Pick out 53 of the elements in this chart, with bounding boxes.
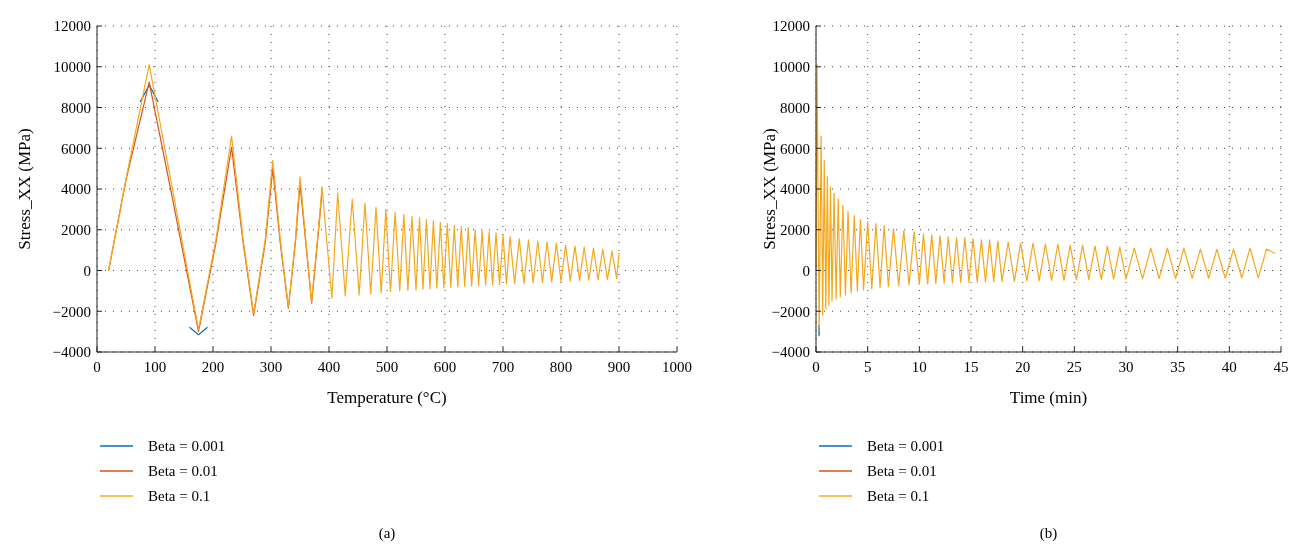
x-tick-label: 200 <box>201 359 225 375</box>
x-tick-label: 100 <box>143 359 167 375</box>
x-tick-label: 30 <box>1118 359 1134 375</box>
x-axis-title: Temperature (°C) <box>327 388 447 407</box>
y-tick-label: 0 <box>83 262 91 279</box>
y-tick-label: −2000 <box>52 303 91 320</box>
x-tick-label: 15 <box>963 359 979 375</box>
legend-label: Beta = 0.01 <box>867 463 937 480</box>
x-tick-label: 20 <box>1015 359 1031 375</box>
legend-label: Beta = 0.01 <box>148 463 218 480</box>
legend-label: Beta = 0.001 <box>148 438 226 455</box>
x-tick-label: 900 <box>607 359 631 375</box>
x-tick-label: 600 <box>433 359 457 375</box>
x-tick-label: 500 <box>375 359 399 375</box>
y-tick-label: −4000 <box>52 344 91 361</box>
x-axis-title: Time (min) <box>1009 388 1088 407</box>
x-tick-label: 35 <box>1170 359 1186 375</box>
y-axis-title: Stress_XX (MPa) <box>760 128 779 250</box>
text: (b) <box>1039 525 1058 542</box>
y-tick-label: 8000 <box>61 99 91 116</box>
x-tick-label: 45 <box>1273 359 1289 375</box>
y-tick-label: −4000 <box>771 344 810 361</box>
x-tick-label: 400 <box>317 359 341 375</box>
y-tick-label: 10000 <box>53 59 91 75</box>
legend-label: Beta = 0.1 <box>867 488 930 505</box>
x-tick-label: 300 <box>259 359 283 375</box>
x-tick-label: 1000 <box>662 359 692 375</box>
y-tick-label: 12000 <box>772 18 810 35</box>
y-axis-title: Stress_XX (MPa) <box>15 128 34 250</box>
y-tick-label: 2000 <box>780 222 810 238</box>
line-series <box>108 64 620 331</box>
x-tick-label: 10 <box>911 359 927 375</box>
x-tick-label: 40 <box>1221 359 1237 375</box>
x-tick-label: 25 <box>1066 359 1082 375</box>
y-tick-label: 6000 <box>61 140 91 157</box>
x-tick-label: 5 <box>863 359 872 375</box>
x-tick-label: 0 <box>93 359 101 375</box>
line-series <box>815 64 1276 332</box>
x-tick-label: 700 <box>491 359 515 375</box>
y-tick-label: 6000 <box>780 140 810 157</box>
y-tick-label: 4000 <box>780 181 810 198</box>
y-tick-label: 0 <box>802 262 810 279</box>
y-tick-label: 2000 <box>61 222 91 238</box>
y-tick-label: 12000 <box>53 18 91 35</box>
y-tick-label: 4000 <box>61 181 91 198</box>
legend-label: Beta = 0.001 <box>867 438 945 455</box>
y-tick-label: 8000 <box>780 99 810 116</box>
legend-label: Beta = 0.1 <box>148 488 211 505</box>
y-tick-label: −2000 <box>771 303 810 320</box>
x-tick-label: 0 <box>812 359 820 375</box>
x-tick-label: 800 <box>549 359 573 375</box>
y-tick-label: 10000 <box>772 59 810 75</box>
text: (a) <box>378 525 396 542</box>
